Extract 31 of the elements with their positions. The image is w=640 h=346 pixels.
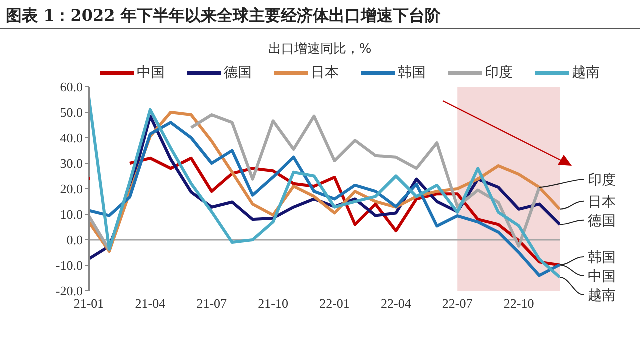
text: 印度 (588, 172, 616, 188)
chart-title: 图表 1：2022 年下半年以来全球主要经济体出口增速下台阶 (6, 6, 441, 27)
y-tick-label: 40.0 (60, 130, 83, 146)
text: 韩国 (588, 250, 616, 266)
y-tick-label: 50.0 (60, 105, 83, 120)
x-tick-label: 21-07 (196, 296, 228, 312)
y-tick-label: 20.0 (60, 182, 83, 197)
x-tick-label: 22-04 (381, 296, 412, 312)
chart-subtitle: 出口增速同比，% (267, 41, 373, 58)
text: 德国 (588, 213, 616, 230)
y-tick-label: 30.0 (60, 156, 83, 172)
legend-label: 越南 (572, 64, 600, 82)
y-tick-label: 60.0 (60, 80, 83, 95)
x-tick-label: 21-04 (135, 296, 166, 312)
text: 越南 (588, 288, 616, 304)
x-tick-label: 22-10 (504, 296, 534, 312)
y-tick-label: 0.0 (66, 232, 83, 248)
text: 日本 (588, 194, 616, 210)
legend-label: 德国 (224, 64, 252, 82)
x-tick-label: 22-01 (320, 296, 350, 312)
text: 中国 (588, 268, 616, 285)
legend-label: 韩国 (398, 64, 426, 82)
legend-label: 中国 (137, 64, 165, 82)
legend-label: 印度 (485, 64, 513, 82)
x-tick-label: 21-01 (74, 296, 104, 312)
x-tick-label: 21-10 (258, 296, 288, 312)
y-tick-label: -10.0 (56, 258, 83, 274)
x-tick-label: 22-07 (442, 296, 474, 312)
legend-label: 日本 (311, 64, 339, 82)
y-tick-label: -20.0 (56, 284, 83, 299)
y-tick-label: 10.0 (60, 207, 83, 222)
